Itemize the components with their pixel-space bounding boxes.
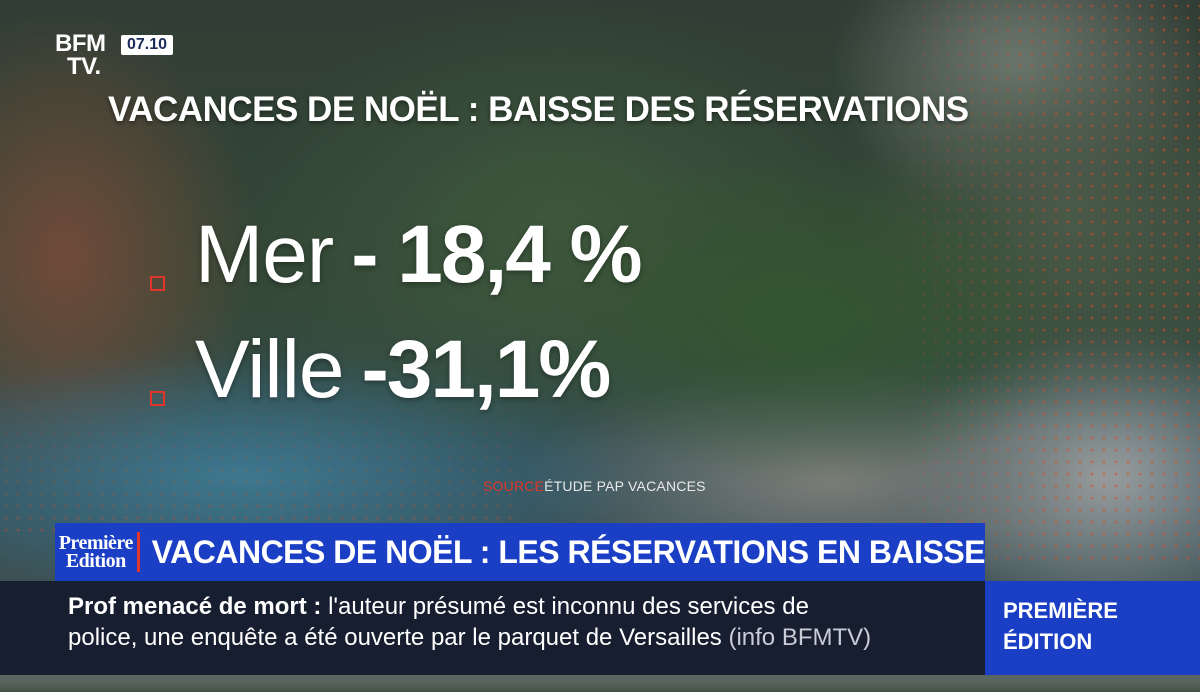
program-logo: Première Edition <box>55 523 137 581</box>
ticker-topic: Prof menacé de mort <box>68 593 307 620</box>
stat-label: Mer <box>195 209 334 300</box>
badge-line2: ÉDITION <box>1003 629 1093 654</box>
program-logo-line1: Première <box>58 532 134 554</box>
ticker-line1: Prof menacé de mort : l'auteur présumé e… <box>68 593 809 621</box>
ticker-credit: (info BFMTV) <box>728 624 872 651</box>
banner-separator <box>136 532 140 572</box>
program-badge: PREMIÈRE ÉDITION <box>985 581 1200 675</box>
stat-value: - 18,4 % <box>351 209 642 300</box>
dot-pattern-left <box>0 380 520 540</box>
ticker-line1-text: l'auteur présumé est inconnu des service… <box>321 593 809 620</box>
banner-title: VACANCES DE NOËL : LES RÉSERVATIONS EN B… <box>151 533 986 570</box>
source-text: ÉTUDE PAP VACANCES <box>544 478 706 494</box>
clock: 07.10 <box>121 35 174 55</box>
bullet-square-icon <box>150 276 165 292</box>
logo-line1: BFM <box>55 30 106 57</box>
source-credit: SOURCEÉTUDE PAP VACANCES <box>483 478 706 494</box>
stat-row-mer: Mer - 18,4 % <box>150 208 643 302</box>
logo-line2: TV. <box>67 53 101 80</box>
lower-third-banner: Première Edition VACANCES DE NOËL : LES … <box>55 523 986 581</box>
channel-logo: BFM TV. <box>55 30 106 80</box>
stat-value: -31,1% <box>361 324 611 415</box>
news-ticker-text: Prof menacé de mort : l'auteur présumé e… <box>0 581 985 675</box>
ticker-line2-text: police, une enquête a été ouverte par le… <box>68 624 722 651</box>
ticker-colon: : <box>306 593 322 620</box>
bullet-square-icon <box>150 391 165 407</box>
program-logo-line2: Edition <box>65 550 126 572</box>
headline: VACANCES DE NOËL : BAISSE DES RÉSERVATIO… <box>108 90 969 129</box>
stat-label: Ville <box>195 324 344 415</box>
source-prefix: SOURCE <box>483 478 545 494</box>
badge-line1: PREMIÈRE <box>1003 598 1118 623</box>
stat-row-ville: Ville -31,1% <box>150 323 611 417</box>
news-ticker <box>0 581 985 675</box>
ticker-line2: police, une enquête a été ouverte par le… <box>68 624 871 652</box>
dot-pattern-right <box>870 0 1200 560</box>
